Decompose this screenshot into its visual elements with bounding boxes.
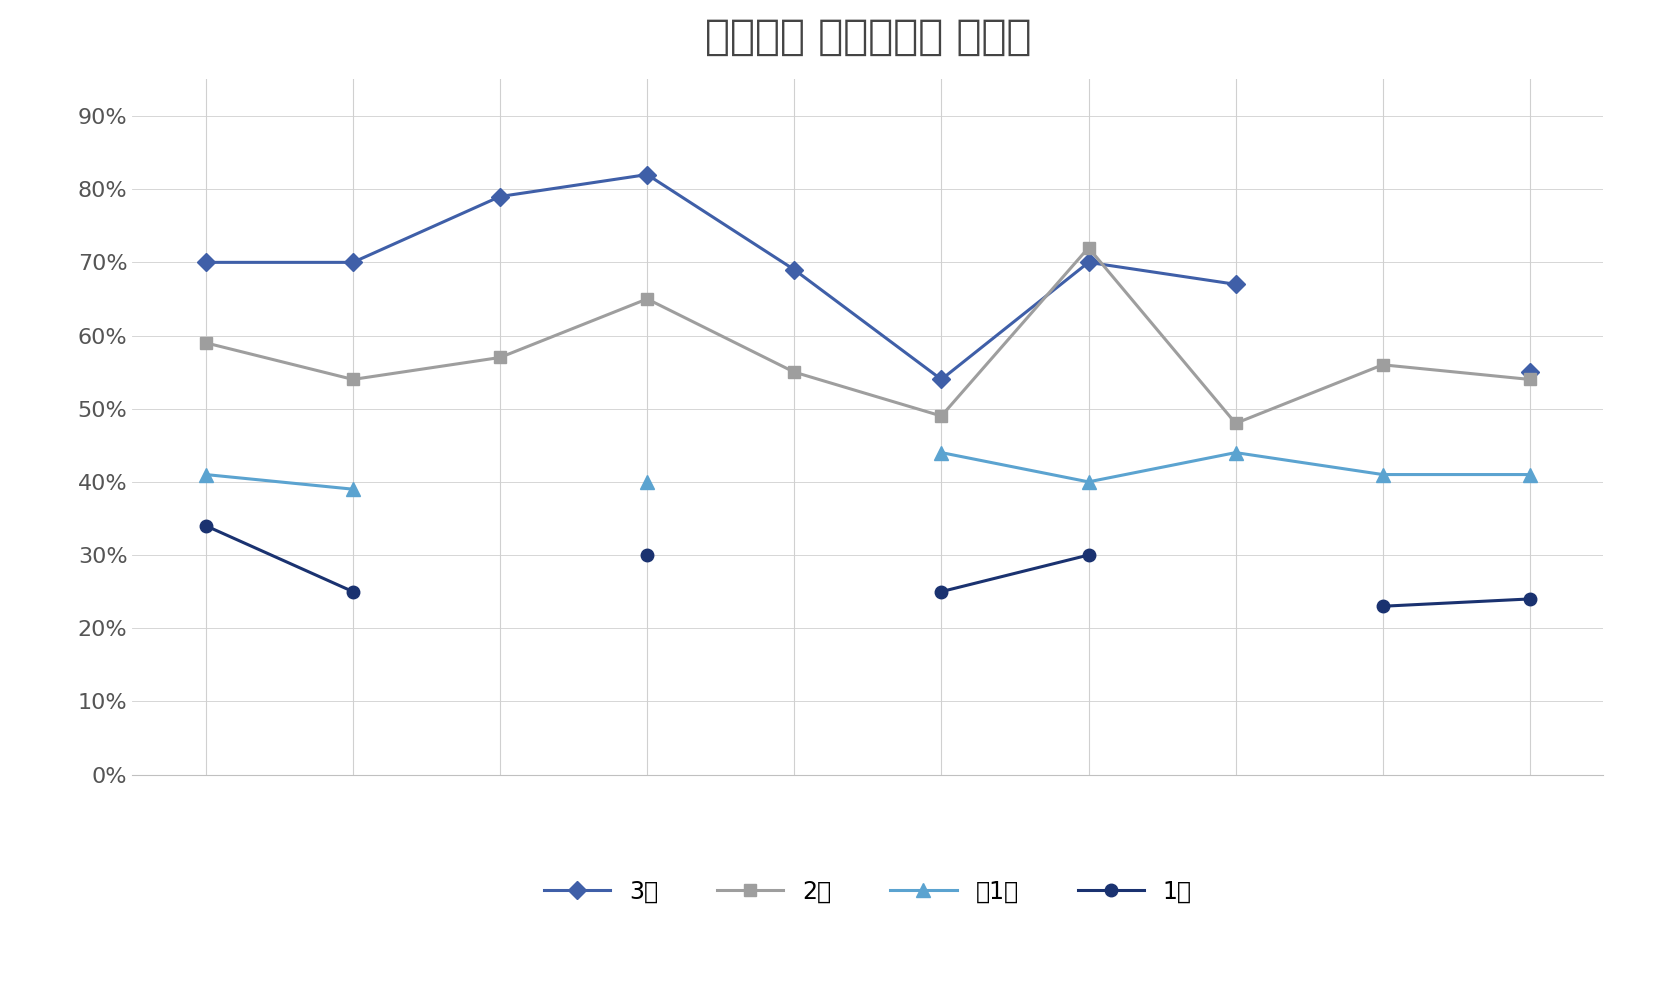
Title: 秘書検定 合格率推移 まとめ: 秘書検定 合格率推移 まとめ [704, 16, 1031, 58]
Legend: 3級, 2級, 準1級, 1級: 3級, 2級, 準1級, 1級 [532, 868, 1203, 916]
